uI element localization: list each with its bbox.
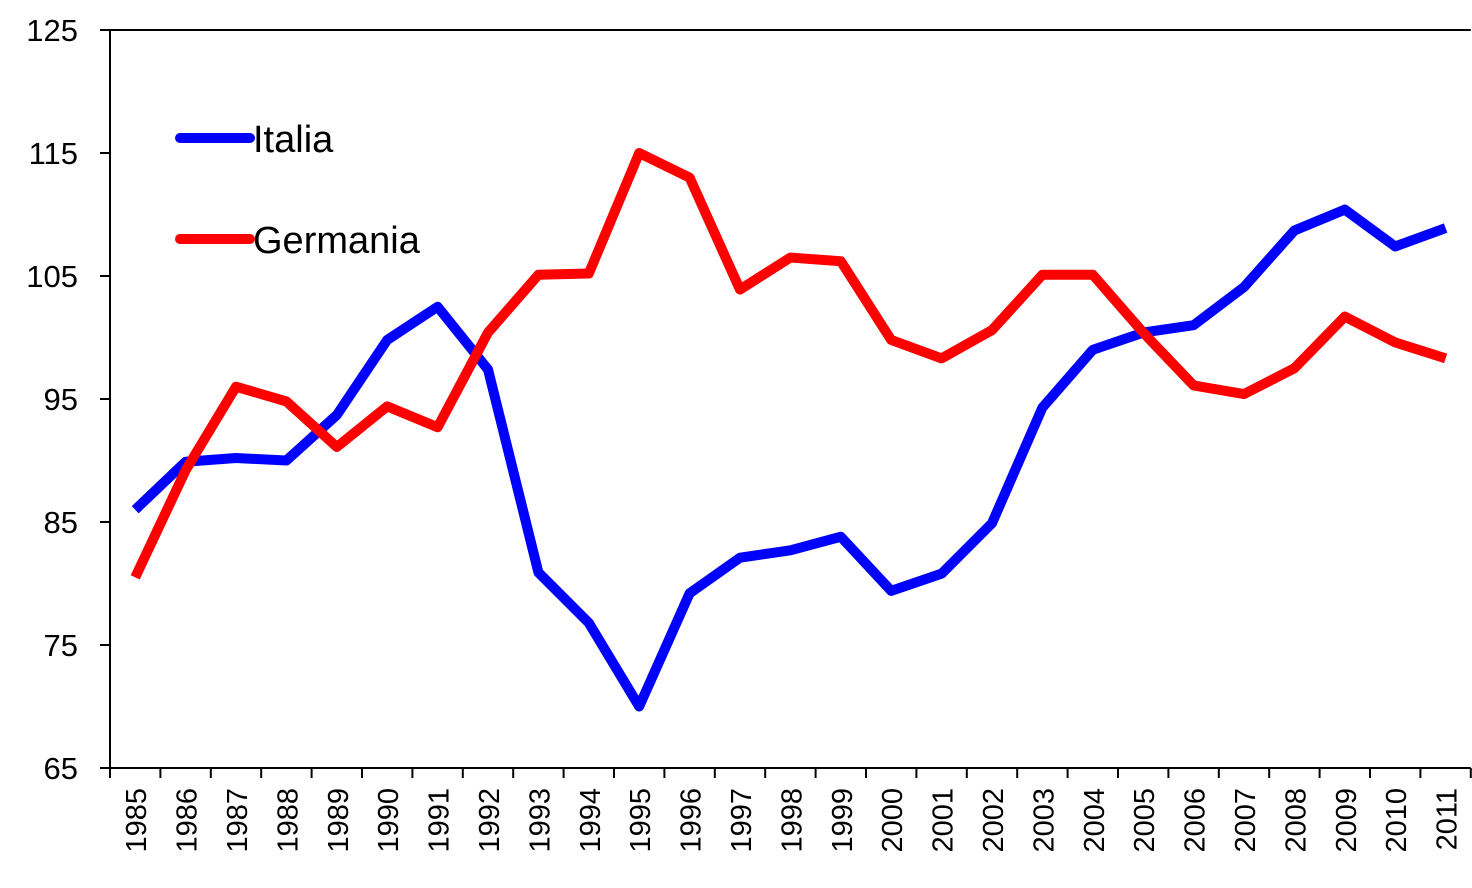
x-tick-label: 1999: [827, 788, 859, 853]
line-series: [131, 204, 1448, 712]
legend-label: Italia: [253, 119, 334, 161]
y-tick-label: 65: [44, 751, 78, 786]
y-tick-label: 95: [44, 382, 78, 417]
y-tick-label: 105: [26, 259, 78, 294]
x-tick-label: 2000: [877, 788, 909, 853]
x-tick-label: 1991: [424, 788, 456, 853]
x-tick-label: 1988: [272, 788, 304, 853]
legend-label: Germania: [253, 220, 421, 262]
x-tick-label: 2010: [1381, 788, 1413, 853]
x-tick-label: 1990: [373, 788, 405, 853]
x-tick-label: 1996: [676, 788, 708, 853]
y-tick-label: 75: [44, 628, 78, 663]
x-tick-label: 1997: [726, 788, 758, 853]
x-tick-label: 2008: [1280, 788, 1312, 853]
x-tick-label: 1985: [121, 788, 153, 853]
x-tick-label: 1995: [625, 788, 657, 853]
x-tick-label: 2009: [1331, 788, 1363, 853]
x-tick-label: 2003: [1028, 788, 1060, 853]
x-tick-label: 2005: [1129, 788, 1161, 853]
x-tick-label: 2006: [1180, 788, 1212, 853]
y-tick-label: 125: [26, 13, 78, 48]
x-tick-label: 1994: [575, 788, 607, 853]
x-tick-label: 1986: [172, 788, 204, 853]
x-tick-label: 1992: [474, 788, 506, 853]
y-tick-label: 85: [44, 505, 78, 540]
x-tick-label: 2002: [978, 788, 1010, 853]
line-series: [130, 148, 1448, 580]
x-tick-label: 2011: [1432, 788, 1464, 850]
x-tick-label: 2004: [1079, 788, 1111, 853]
x-tick-label: 1998: [776, 788, 808, 853]
x-tick-label: 2001: [928, 788, 960, 853]
x-tick-label: 1993: [524, 788, 556, 853]
y-tick-label: 115: [29, 136, 78, 171]
x-tick-label: 1989: [323, 788, 355, 853]
x-tick-label: 1987: [222, 788, 254, 853]
x-tick-label: 2007: [1230, 788, 1262, 853]
